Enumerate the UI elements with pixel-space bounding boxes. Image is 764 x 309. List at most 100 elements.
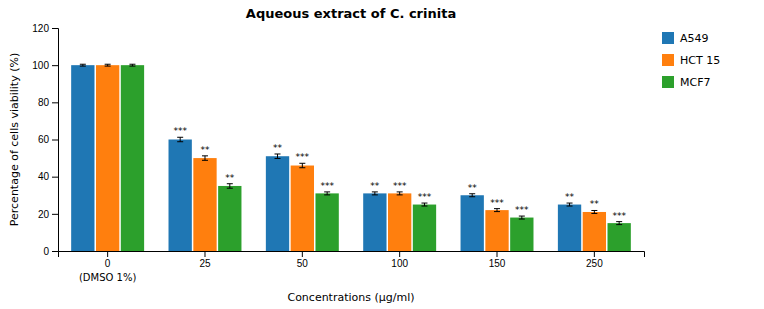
error-bar-cap <box>275 153 281 154</box>
bar <box>71 65 94 251</box>
y-tick: 20 <box>38 209 58 220</box>
error-bar-cap <box>324 194 330 195</box>
error-bar-cap <box>227 188 233 189</box>
x-tick-mark <box>399 251 400 257</box>
bar <box>193 158 216 251</box>
significance-label: *** <box>320 181 334 191</box>
bar <box>96 65 119 251</box>
legend-swatch <box>662 54 674 66</box>
y-tick-label: 100 <box>32 60 49 71</box>
error-bar-cap <box>299 167 305 168</box>
legend-swatch <box>662 32 674 44</box>
x-tick-label: 50 <box>297 258 309 269</box>
error-bar-cap <box>494 211 500 212</box>
x-tick-mark <box>302 251 303 257</box>
y-axis-title: Percentage of cells viability (%) <box>8 53 21 226</box>
y-tick-label: 60 <box>38 134 50 145</box>
error-bar-cap <box>469 193 475 194</box>
legend: A549HCT 15MCF7 <box>662 32 720 89</box>
y-tick-mark <box>52 214 58 215</box>
y-tick: 80 <box>38 97 58 108</box>
y-tick-label: 120 <box>32 23 49 34</box>
legend-item: MCF7 <box>662 76 711 89</box>
legend-label: HCT 15 <box>680 54 720 67</box>
y-tick-label: 80 <box>38 97 50 108</box>
error-bar-cap <box>372 194 378 195</box>
x-tick-mark <box>594 251 595 257</box>
error-bar <box>275 154 281 158</box>
bar <box>315 193 338 251</box>
x-axis-title: Concentrations (μg/ml) <box>287 291 414 304</box>
legend-swatch <box>662 76 674 88</box>
x-axis: 02550100150250 <box>59 251 645 269</box>
error-bar <box>202 156 208 160</box>
bars <box>71 64 631 251</box>
error-bar <box>105 64 111 66</box>
error-bar-stem <box>277 154 278 158</box>
legend-item: HCT 15 <box>662 54 720 67</box>
y-tick: 100 <box>32 60 58 71</box>
significance-label: *** <box>173 126 187 136</box>
error-bar-stem <box>302 163 303 167</box>
error-bar-stem <box>180 137 181 141</box>
bar <box>169 140 192 252</box>
error-bar-cap <box>591 213 597 214</box>
chart-svg: 02040608010012002550100150250***********… <box>0 0 764 309</box>
error-bar-cap <box>202 160 208 161</box>
bar <box>608 223 631 251</box>
y-axis-line <box>52 29 59 252</box>
y-tick-label: 40 <box>38 171 50 182</box>
bar <box>218 186 241 251</box>
y-tick-mark <box>52 65 58 66</box>
x-axis-line <box>59 252 645 258</box>
bar <box>266 156 289 251</box>
error-bar <box>616 222 622 225</box>
y-tick: 60 <box>38 134 58 145</box>
bar <box>558 205 581 251</box>
significance-label: ** <box>370 181 380 191</box>
y-tick-mark <box>52 177 58 178</box>
error-bar-cap <box>372 191 378 192</box>
error-bar-cap <box>519 219 525 220</box>
error-bar-cap <box>129 64 135 65</box>
series <box>71 64 581 251</box>
x-tick: 25 <box>199 251 211 269</box>
x-tick-label: 25 <box>199 258 211 269</box>
significance-label: *** <box>393 181 407 191</box>
significance-label: *** <box>490 198 504 208</box>
x-tick-label: 0 <box>105 258 111 269</box>
legend-label: MCF7 <box>680 76 711 89</box>
error-bar-cap <box>469 196 475 197</box>
y-tick-mark <box>52 251 58 252</box>
error-bar <box>372 192 378 195</box>
significance-labels: ************************************** <box>173 126 626 220</box>
significance-label: ** <box>468 183 478 193</box>
error-bar <box>469 194 475 197</box>
x-tick-mark <box>107 251 108 257</box>
error-bar <box>494 209 500 212</box>
x-tick: 150 <box>489 251 506 269</box>
bar <box>291 166 314 251</box>
significance-label: *** <box>612 211 626 221</box>
annotation: (DMSO 1%) <box>79 272 136 283</box>
error-bar-cap <box>567 203 573 204</box>
error-bar-cap <box>616 221 622 222</box>
error-bar-cap <box>421 203 427 204</box>
error-bar-cap <box>227 183 233 184</box>
bar <box>363 193 386 251</box>
error-bar <box>324 192 330 195</box>
error-bar-cap <box>519 216 525 217</box>
y-tick-mark <box>52 28 58 29</box>
y-tick: 40 <box>38 171 58 182</box>
bar <box>510 218 533 251</box>
significance-label: ** <box>590 199 600 209</box>
error-bar-stem <box>229 184 230 188</box>
y-tick-label: 0 <box>43 246 49 257</box>
error-bar <box>177 137 183 141</box>
error-bar <box>519 216 525 219</box>
chart-title: Aqueous extract of C. crinita <box>246 6 456 21</box>
y-tick-mark <box>52 140 58 141</box>
bar <box>413 205 436 251</box>
bar <box>485 210 508 251</box>
significance-label: *** <box>296 152 310 162</box>
